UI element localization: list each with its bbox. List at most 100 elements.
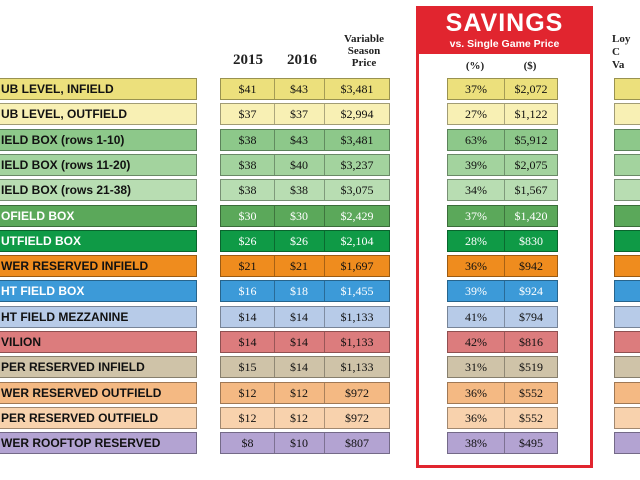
- seating-section-label: UB LEVEL, INFIELD: [0, 78, 197, 100]
- cell-divider: [324, 332, 325, 352]
- savings-cells: 36% $942: [447, 255, 558, 278]
- variable-season-price: $1,133: [340, 360, 374, 375]
- cell-divider: [324, 205, 325, 226]
- table-row: IELD BOX (rows 1-10) $38 $43 $3,481 63% $5,91…: [0, 128, 640, 151]
- savings-dollars: $1,122: [514, 107, 548, 122]
- loyalty-value-cell: [614, 128, 640, 151]
- savings-percent: 63%: [465, 132, 487, 147]
- variable-season-price: $2,994: [340, 107, 374, 122]
- savings-dollars: $1,567: [514, 183, 548, 198]
- savings-subtitle: vs. Single Game Price: [449, 38, 560, 50]
- price-2015: $30: [238, 208, 257, 223]
- table-row: WER RESERVED OUTFIELD $12 $12 $972 36% $552: [0, 381, 640, 404]
- seating-section-label: UB LEVEL, OUTFIELD: [0, 103, 197, 126]
- savings-cells: 38% $495: [447, 432, 558, 455]
- loyalty-value-cell: [614, 356, 640, 379]
- table-row: WER RESERVED INFIELD $21 $21 $1,697 36% $942: [0, 255, 640, 278]
- price-2016: $18: [290, 284, 308, 299]
- savings-cells: 39% $2,075: [447, 153, 558, 176]
- cell-divider: [274, 433, 275, 454]
- price-2016: $14: [290, 360, 308, 375]
- price-2015: $14: [238, 309, 257, 324]
- cell-divider: [324, 180, 325, 201]
- price-cells: $14 $14 $1,133: [220, 331, 390, 353]
- cell-divider: [324, 281, 325, 302]
- savings-dollars: $5,912: [514, 132, 548, 147]
- savings-dollars: $519: [519, 360, 543, 375]
- price-2015: $38: [238, 132, 257, 147]
- loyalty-value-cell: [614, 229, 640, 252]
- price-2015: $41: [238, 82, 257, 96]
- loyalty-value-cell: [614, 432, 640, 455]
- seating-section-label: HT FIELD BOX: [0, 280, 197, 303]
- savings-percent: 37%: [465, 82, 487, 96]
- loyalty-value-cell: [614, 103, 640, 126]
- header-2015: 2015: [233, 52, 263, 68]
- cell-divider: [504, 281, 505, 302]
- price-cells: $16 $18 $1,455: [220, 280, 390, 303]
- price-2016: $10: [290, 436, 308, 451]
- table-row: HT FIELD MEZZANINE $14 $14 $1,133 41% $794: [0, 305, 640, 328]
- variable-season-price: $3,237: [340, 157, 374, 172]
- price-2015: $38: [238, 157, 257, 172]
- variable-season-price: $2,429: [340, 208, 374, 223]
- cell-divider: [504, 332, 505, 352]
- cell-divider: [324, 104, 325, 125]
- price-2015: $26: [238, 233, 257, 248]
- seating-section-label: HT FIELD MEZZANINE: [0, 305, 197, 328]
- savings-cells: 41% $794: [447, 305, 558, 328]
- price-2016: $14: [290, 335, 308, 349]
- savings-percent: 36%: [465, 385, 487, 400]
- seating-section-label: PER RESERVED OUTFIELD: [0, 406, 197, 429]
- price-cells: $41 $43 $3,481: [220, 78, 390, 100]
- seating-section-label: IELD BOX (rows 21-38): [0, 179, 197, 202]
- price-2016: $14: [290, 309, 308, 324]
- savings-percent: 34%: [465, 183, 487, 198]
- variable-season-price: $1,133: [340, 309, 374, 324]
- table-row: UB LEVEL, INFIELD $41 $43 $3,481 37% $2,072: [0, 78, 640, 100]
- savings-dollars: $552: [519, 385, 543, 400]
- cell-divider: [274, 306, 275, 327]
- savings-dollars: $2,075: [514, 157, 548, 172]
- seating-section-label: IELD BOX (rows 1-10): [0, 128, 197, 151]
- savings-percent: 28%: [465, 233, 487, 248]
- cell-divider: [324, 79, 325, 99]
- price-cells: $12 $12 $972: [220, 406, 390, 429]
- loyalty-value-cell: [614, 204, 640, 227]
- seating-section-label: WER RESERVED OUTFIELD: [0, 381, 197, 404]
- variable-season-price: $3,075: [340, 183, 374, 198]
- savings-box: [416, 6, 593, 468]
- savings-percent: 27%: [465, 107, 487, 122]
- price-cells: $21 $21 $1,697: [220, 255, 390, 278]
- cell-divider: [274, 332, 275, 352]
- cell-divider: [274, 281, 275, 302]
- loyalty-value-cell: [614, 280, 640, 303]
- cell-divider: [274, 382, 275, 403]
- price-2016: $43: [290, 132, 308, 147]
- seating-section-label: WER RESERVED INFIELD: [0, 255, 197, 278]
- price-2015: $12: [238, 385, 257, 400]
- savings-percent: 36%: [465, 410, 487, 425]
- savings-percent: 39%: [465, 284, 487, 299]
- loyalty-value-cell: [614, 331, 640, 353]
- cell-divider: [274, 407, 275, 428]
- price-2016: $40: [290, 157, 308, 172]
- savings-percent: 38%: [465, 436, 487, 451]
- savings-percent: 39%: [465, 157, 487, 172]
- header-dollars: ($): [523, 60, 537, 72]
- variable-season-price: $1,133: [340, 335, 374, 349]
- price-2015: $16: [238, 284, 257, 299]
- table-row: VILION $14 $14 $1,133 42% $816: [0, 331, 640, 353]
- price-cells: $38 $43 $3,481: [220, 128, 390, 151]
- savings-percent: 41%: [465, 309, 487, 324]
- savings-cells: 28% $830: [447, 229, 558, 252]
- savings-cells: 34% $1,567: [447, 179, 558, 202]
- cell-divider: [324, 154, 325, 175]
- table-row: UB LEVEL, OUTFIELD $37 $37 $2,994 27% $1,122: [0, 103, 640, 126]
- loyalty-value-cell: [614, 381, 640, 404]
- savings-title: SAVINGS vs. Single Game Price: [419, 9, 590, 54]
- cell-divider: [274, 205, 275, 226]
- price-2016: $21: [290, 259, 308, 274]
- savings-dollars: $816: [519, 335, 543, 349]
- table-row: WER ROOFTOP RESERVED $8 $10 $807 38% $495: [0, 432, 640, 455]
